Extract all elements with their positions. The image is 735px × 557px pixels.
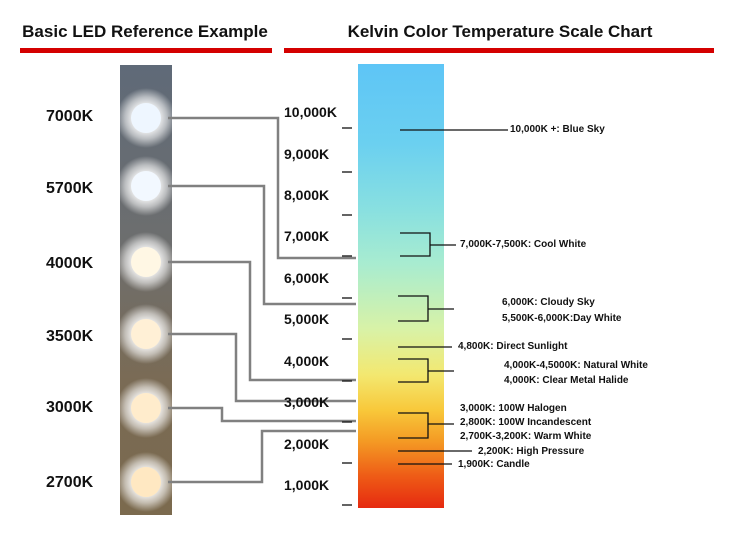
annotation-day-white: 5,500K-6,000K:Day White (502, 313, 622, 324)
kelvin-scale-heading: Kelvin Color Temperature Scale Chart (347, 22, 653, 41)
annotation-100w-halogen: 3,000K: 100W Halogen (460, 403, 567, 414)
led-heading-underline (20, 48, 272, 53)
annotation-clear-metal-halide: 4,000K: Clear Metal Halide (504, 375, 629, 386)
scale-label-4000k: 4,000K (284, 353, 330, 369)
scale-label-6000k: 6,000K (284, 270, 330, 286)
led-3500k (131, 319, 161, 349)
led-connector-7000k (168, 116, 356, 260)
annotation-100w-incandescent: 2,800K: 100W Incandescent (460, 417, 592, 428)
kelvin-heading-underline (284, 48, 714, 53)
led-connector-4000k (168, 260, 356, 382)
led-label-4000k: 4000K (46, 255, 94, 272)
scale-label-10000k: 10,000K (284, 104, 337, 120)
scale-label-3000k: 3,000K (284, 394, 330, 410)
annotation-candle: 1,900K: Candle (458, 459, 530, 470)
led-connector-2700k (168, 429, 356, 484)
annotation-natural-white: 4,000K-4,5000K: Natural White (504, 360, 648, 371)
bracket-cool-white (400, 232, 431, 257)
scale-label-1000k: 1,000K (284, 477, 330, 493)
led-2700k (131, 467, 161, 497)
led-connector-3000k (168, 406, 356, 423)
led-label-3500k: 3500K (46, 328, 94, 345)
annotation-high-pressure: 2,200K: High Pressure (478, 446, 585, 457)
led-label-7000k: 7000K (46, 108, 94, 125)
led-5700k (131, 171, 161, 201)
scale-label-2000k: 2,000K (284, 436, 330, 452)
led-connector-5700k (168, 184, 356, 306)
scale-label-7000k: 7,000K (284, 228, 330, 244)
led-label-2700k: 2700K (46, 474, 94, 491)
led-connector-3500k (168, 332, 356, 403)
annotation-warm-white: 2,700K-3,200K: Warm White (460, 431, 592, 442)
bracket-warm-range (398, 412, 429, 439)
led-7000k (131, 103, 161, 133)
annotation-cool-white: 7,000K-7,500K: Cool White (460, 239, 587, 250)
scale-label-8000k: 8,000K (284, 187, 330, 203)
kelvin-color-bar (358, 64, 444, 508)
annotation-cloudy-sky: 6,000K: Cloudy Sky (502, 297, 595, 308)
led-4000k (131, 247, 161, 277)
led-label-3000k: 3000K (46, 399, 94, 416)
bracket-cloudy-day (398, 295, 429, 322)
annotation-blue-sky: 10,000K +: Blue Sky (510, 124, 605, 135)
scale-label-5000k: 5,000K (284, 311, 330, 327)
bracket-natural-white (398, 358, 429, 383)
annotation-direct-sunlight: 4,800K: Direct Sunlight (458, 341, 568, 352)
led-3000k (131, 393, 161, 423)
led-label-5700k: 5700K (46, 180, 94, 197)
scale-label-9000k: 9,000K (284, 146, 330, 162)
led-reference-heading: Basic LED Reference Example (22, 22, 268, 41)
